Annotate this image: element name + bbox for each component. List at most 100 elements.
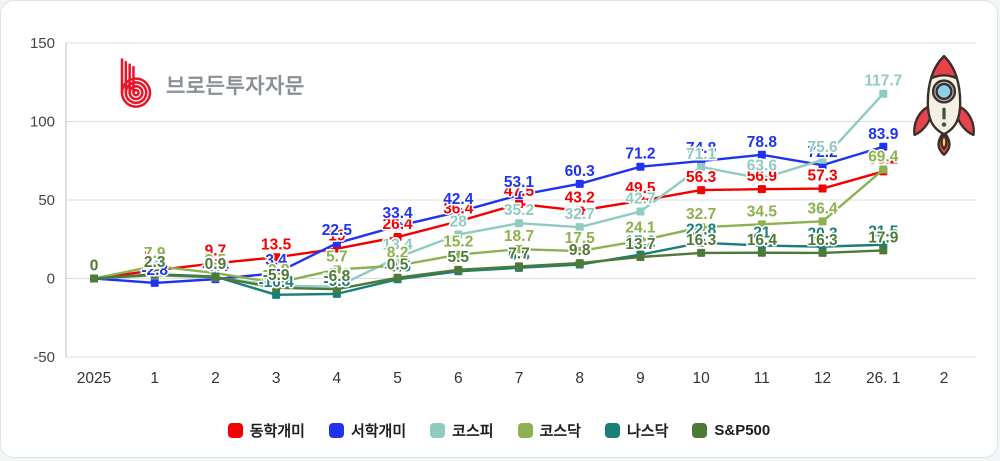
data-point-marker — [150, 278, 159, 287]
data-point-label: 117.7 — [864, 73, 902, 90]
data-point-marker — [393, 222, 402, 231]
data-point-marker — [636, 207, 645, 216]
legend-swatch-icon — [517, 423, 533, 438]
data-point-marker — [515, 191, 523, 200]
x-tick-label: 1 — [150, 370, 159, 387]
data-point-marker — [818, 217, 827, 226]
series-line — [93, 249, 884, 291]
data-point-label: 28 — [450, 214, 468, 231]
data-point-label: 20.3 — [807, 226, 838, 243]
legend-item: 동학개미 — [227, 420, 305, 441]
legend-item: 코스닥 — [517, 420, 581, 441]
x-tick-label: 7 — [515, 370, 524, 387]
data-point-marker — [575, 223, 584, 232]
data-point-label: 3.5 — [205, 252, 227, 269]
data-point-label: 68.2 — [868, 150, 898, 167]
data-point-label: 22.8 — [686, 222, 717, 239]
x-tick-label: 6 — [454, 370, 463, 387]
legend: 동학개미 서학개미 코스피 코스닥 나스닥 S&P500 — [1, 420, 997, 441]
data-point-marker — [393, 273, 402, 282]
data-point-label: 36.4 — [443, 200, 474, 217]
data-point-marker — [211, 259, 220, 268]
data-point-label: 15.2 — [625, 234, 655, 251]
data-point-marker — [272, 253, 281, 262]
series-line — [93, 168, 885, 285]
y-tick-label: 100 — [30, 114, 55, 131]
rocket-icon — [902, 51, 986, 162]
data-point-marker — [757, 185, 766, 194]
data-point-marker — [757, 241, 766, 250]
data-point-label: 17.9 — [868, 229, 899, 246]
data-point-marker — [879, 246, 888, 255]
data-point-label: 49.5 — [625, 180, 656, 197]
legend-swatch-icon — [227, 423, 243, 438]
data-point-marker — [697, 186, 706, 195]
data-point-label: 22.5 — [322, 222, 353, 239]
logo-mark-icon — [120, 58, 152, 108]
data-point-marker — [818, 242, 827, 251]
data-point-label: 43.2 — [565, 190, 595, 207]
logo: 브로든투자자문 — [113, 57, 305, 113]
data-point-marker — [697, 238, 706, 247]
data-point-marker — [697, 223, 706, 232]
data-point-label: 24.1 — [625, 220, 656, 237]
legend-item: 코스피 — [430, 420, 494, 441]
data-point-label: 60.3 — [565, 163, 596, 180]
data-point-label: -5.3 — [323, 266, 350, 283]
data-point-label: 71.2 — [625, 146, 655, 163]
y-tick-label: 50 — [38, 192, 55, 209]
data-point-label: 57.3 — [807, 168, 838, 185]
data-point-label: 74.8 — [686, 140, 717, 157]
data-point-label: 56.9 — [747, 168, 778, 185]
data-point-marker — [636, 196, 645, 205]
data-point-marker — [879, 165, 888, 174]
x-tick-label: 11 — [754, 370, 770, 387]
data-point-label: 34.5 — [747, 203, 778, 220]
data-point-label: 2.7 — [144, 253, 166, 270]
data-point-label: 5.7 — [326, 249, 348, 266]
data-point-marker — [454, 217, 463, 226]
legend-swatch-icon — [692, 423, 708, 438]
x-tick-label: 5 — [393, 370, 402, 387]
legend-label: S&P500 — [714, 422, 771, 439]
x-tick-label: 26. 1 — [866, 370, 900, 387]
data-point-label: 8.2 — [387, 245, 409, 262]
legend-item: 나스닥 — [604, 420, 668, 441]
data-point-label: 1.2 — [205, 256, 227, 273]
data-point-label: 0 — [90, 258, 99, 275]
data-point-marker — [818, 248, 827, 257]
data-point-marker — [818, 184, 827, 193]
data-point-label: 42.4 — [443, 191, 474, 208]
data-point-marker — [818, 155, 827, 164]
data-point-label: 19 — [328, 228, 346, 245]
x-tick-label: 2025 — [77, 370, 111, 387]
data-point-label: 7.9 — [144, 245, 166, 262]
data-point-label: 33.4 — [382, 205, 413, 222]
data-point-marker — [393, 253, 402, 262]
data-point-marker — [515, 219, 523, 228]
data-point-label: 0.7 — [205, 256, 227, 273]
data-point-label: 13.5 — [261, 236, 292, 253]
data-point-label: 47.5 — [504, 183, 535, 200]
data-point-label: 9.7 — [205, 242, 227, 259]
data-point-marker — [515, 262, 523, 271]
data-point-marker — [150, 262, 159, 271]
legend-swatch-icon — [604, 423, 620, 438]
data-point-marker — [636, 252, 645, 261]
data-point-label: 26.4 — [382, 216, 413, 233]
data-point-marker — [150, 270, 159, 279]
data-point-marker — [393, 233, 402, 242]
data-point-marker — [757, 150, 766, 159]
y-tick-label: 0 — [47, 271, 55, 288]
data-point-marker — [272, 283, 281, 292]
data-point-label: 5.2 — [144, 249, 166, 266]
data-point-marker — [272, 269, 281, 278]
data-point-label: 32.7 — [686, 206, 716, 223]
data-point-marker — [90, 274, 98, 283]
data-point-label: 0.5 — [387, 257, 409, 274]
data-point-label: 63.6 — [747, 158, 778, 175]
data-point-label: 75.6 — [807, 139, 838, 156]
data-point-label: -6.8 — [323, 268, 350, 285]
data-point-label: 13.4 — [382, 236, 413, 253]
